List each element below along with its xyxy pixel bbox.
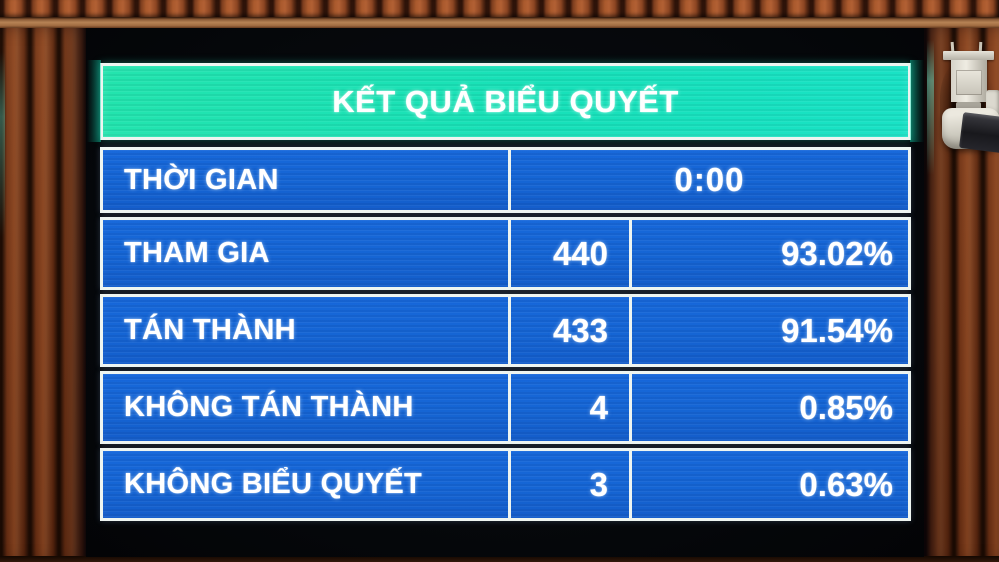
wood-slat-wall-top [0,0,999,18]
percent-value: 93.02% [781,234,893,272]
row-label: THAM GIA [103,220,511,287]
camera-neck [956,102,981,110]
wood-beam [0,17,999,29]
time-value: 0:00 [674,161,745,198]
count-value: 440 [511,220,632,287]
count-value: 3 [511,451,632,518]
row-label: KHÔNG BIỂU QUYẾT [103,451,511,518]
camera-mount-plate [943,51,994,60]
count-value: 433 [511,297,632,364]
led-voting-board: KẾT QUẢ BIỂU QUYẾT THỜI GIAN 0:00 THAM G… [86,28,924,557]
board-title-banner: KẾT QUẢ BIỂU QUYẾT [100,63,911,140]
board-title: KẾT QUẢ BIỂU QUYẾT [332,83,679,119]
table-row-tan-thanh: TÁN THÀNH 433 91.54% [100,294,911,367]
surveillance-camera [938,41,999,157]
percent-value: 91.54% [781,311,893,349]
percent-value: 0.85% [799,388,893,426]
wood-floor-strip [0,556,999,562]
row-label: TÁN THÀNH [103,297,511,364]
table-row-khong-tan-thanh: KHÔNG TÁN THÀNH 4 0.85% [100,371,911,444]
table-row-tham-gia: THAM GIA 440 93.02% [100,217,911,290]
row-label: KHÔNG TÁN THÀNH [103,374,511,441]
vote-results-table: THỜI GIAN 0:00 THAM GIA 440 93.02% TÁN T… [100,147,911,521]
percent-value: 0.63% [799,465,893,503]
camera-lens [958,112,999,154]
wood-slat-wall-left [0,28,86,562]
table-row-thoi-gian: THỜI GIAN 0:00 [100,147,911,213]
count-value: 4 [511,374,632,441]
camera-mount-arm [951,60,987,102]
table-row-khong-bieu-quyet: KHÔNG BIỂU QUYẾT 3 0.63% [100,448,911,521]
row-label: THỜI GIAN [103,150,511,210]
